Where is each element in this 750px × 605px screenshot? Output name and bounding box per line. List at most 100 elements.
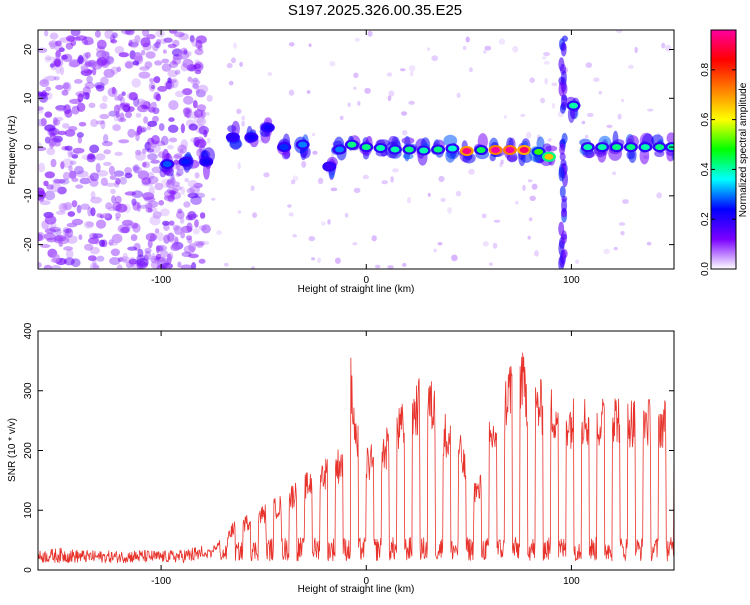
noise-blob <box>99 102 108 110</box>
noise-blob <box>55 84 64 90</box>
noise-blob <box>170 177 176 184</box>
noise-blob <box>44 30 49 37</box>
noise-blob <box>45 92 53 100</box>
noise-blob <box>104 30 114 39</box>
noise-blob <box>86 154 96 163</box>
noise-blob <box>89 144 100 154</box>
noise-blob <box>408 100 415 105</box>
noise-blob <box>60 66 64 76</box>
noise-blob <box>167 252 174 260</box>
noise-blob <box>216 230 223 236</box>
noise-blob <box>236 108 242 115</box>
noise-blob <box>89 262 99 269</box>
noise-blob <box>237 210 242 214</box>
tone-blob <box>612 144 622 151</box>
noise-blob <box>124 191 137 196</box>
noise-blob <box>621 98 624 103</box>
tone-blob <box>626 144 636 151</box>
colorbar-tick-label: 0.0 <box>700 262 711 276</box>
noise-blob <box>38 109 44 114</box>
noise-blob <box>38 47 48 53</box>
tone-blob <box>376 145 386 151</box>
noise-blob <box>147 239 153 249</box>
noise-blob <box>499 162 503 168</box>
noise-blob <box>116 104 125 111</box>
noise-blob <box>142 148 147 155</box>
noise-blob <box>147 207 153 213</box>
noise-blob <box>374 264 381 269</box>
noise-blob <box>387 95 392 102</box>
snr-y-tick-label: 300 <box>23 382 34 399</box>
noise-blob <box>44 171 55 179</box>
halo-blob <box>654 150 665 158</box>
noise-blob <box>503 115 508 119</box>
noise-blob <box>194 48 204 56</box>
tone-blob <box>583 144 593 151</box>
tone-blob <box>476 147 486 153</box>
noise-blob <box>455 190 462 197</box>
noise-blob <box>528 217 533 222</box>
noise-blob <box>402 262 407 267</box>
noise-blob <box>144 251 152 261</box>
noise-blob <box>54 234 67 242</box>
noise-blob <box>191 262 197 269</box>
noise-blob <box>492 242 498 249</box>
tone-blob <box>433 146 443 153</box>
noise-blob <box>113 112 119 122</box>
noise-blob <box>38 106 44 111</box>
noise-blob <box>125 61 133 69</box>
noise-blob <box>183 95 194 105</box>
noise-blob <box>114 46 125 54</box>
noise-blob <box>431 55 439 62</box>
noise-blob <box>306 90 311 94</box>
noise-blob <box>353 72 359 79</box>
noise-blob <box>49 63 55 68</box>
spectrogram-y-tick-label: 20 <box>23 44 34 56</box>
noise-blob <box>67 211 76 217</box>
tone-blob <box>640 144 650 151</box>
noise-blob <box>433 248 438 253</box>
noise-blob <box>183 201 191 208</box>
noise-blob <box>90 119 98 127</box>
noise-blob <box>168 220 175 226</box>
noise-blob <box>147 153 158 161</box>
noise-blob <box>618 222 626 226</box>
noise-blob <box>46 225 56 231</box>
noise-blob <box>86 75 93 84</box>
noise-blob <box>198 225 207 231</box>
noise-blob <box>54 229 62 236</box>
noise-blob <box>357 101 361 106</box>
colorbar-tick-label: 0.2 <box>700 212 711 226</box>
noise-blob <box>38 142 42 147</box>
noise-blob <box>156 39 161 45</box>
noise-blob <box>543 52 550 57</box>
noise-blob <box>584 134 589 139</box>
noise-blob <box>195 88 201 93</box>
noise-blob <box>133 166 142 173</box>
noise-blob <box>241 120 246 127</box>
noise-blob <box>95 162 101 173</box>
noise-blob <box>71 200 78 208</box>
tone-blob <box>162 161 172 168</box>
noise-blob <box>167 77 172 84</box>
noise-blob <box>312 150 318 155</box>
noise-blob <box>223 262 229 267</box>
noise-blob <box>65 249 74 259</box>
noise-blob <box>154 60 163 66</box>
snr-plot-area <box>38 331 674 570</box>
noise-blob <box>70 30 81 37</box>
noise-blob <box>149 144 161 154</box>
noise-blob <box>155 30 165 38</box>
streak-blob <box>558 81 565 97</box>
noise-blob <box>101 141 113 147</box>
noise-blob <box>62 82 70 90</box>
noise-blob <box>72 147 85 154</box>
tone-blob <box>462 148 472 154</box>
noise-blob <box>484 45 492 51</box>
noise-blob <box>141 177 152 185</box>
noise-blob <box>598 91 602 95</box>
streak-blob <box>558 255 565 269</box>
noise-blob <box>101 50 110 59</box>
noise-blob <box>166 253 172 264</box>
noise-blob <box>526 131 532 139</box>
